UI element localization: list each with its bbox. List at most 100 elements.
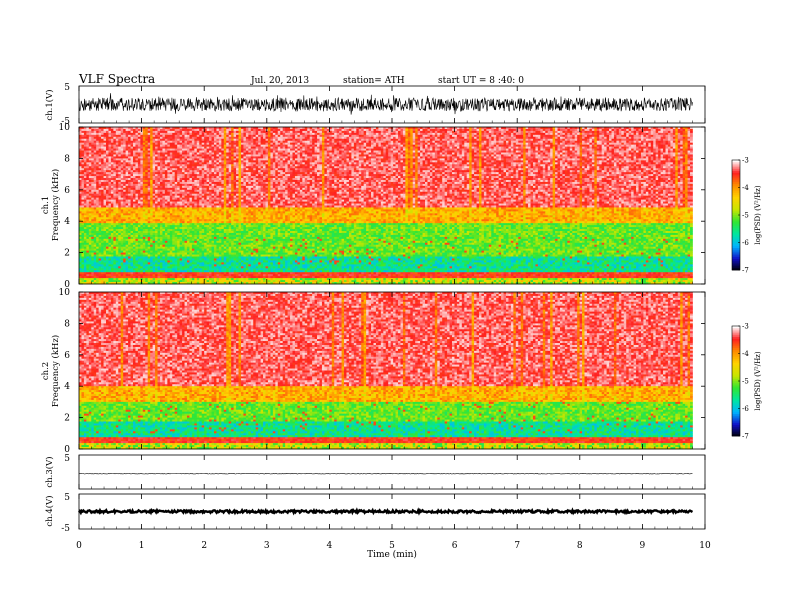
spectrogram-cell <box>167 129 170 131</box>
spectrogram-cell <box>231 129 234 131</box>
spectrogram-cell <box>189 129 192 131</box>
spectrogram-cell <box>170 129 173 131</box>
spectrogram-cell <box>180 129 183 131</box>
spectrogram-cell <box>592 129 595 131</box>
spectrogram-cell <box>420 129 423 131</box>
spectrogram-cell <box>513 129 516 131</box>
spectrogram-cell <box>91 129 94 131</box>
spectrogram-cell <box>337 129 340 131</box>
spectrogram-cell <box>685 129 688 131</box>
start-time-label: start UT = 8 :40: 0 <box>438 76 524 86</box>
spectrogram-cell <box>464 129 467 131</box>
spectrogram-cell <box>322 129 325 131</box>
spectrogram-cell <box>653 129 656 131</box>
spectrogram-cell <box>342 129 345 131</box>
spectrogram-cell <box>688 129 691 131</box>
spectrogram-cell <box>104 129 107 131</box>
spectrogram-cell <box>508 129 511 131</box>
spectrogram-cell <box>283 129 286 131</box>
spectrogram-cell <box>638 129 641 131</box>
spectrogram-cell <box>472 129 475 131</box>
ch1-spectrogram-cells <box>79 127 693 284</box>
spectrogram-cell <box>270 129 273 131</box>
spectrogram-cell <box>94 129 97 131</box>
spectrogram-cell <box>192 129 195 131</box>
spectrogram-cell <box>356 129 359 131</box>
spectrogram-cell <box>521 129 524 131</box>
spectrogram-cell <box>494 129 497 131</box>
spectrogram-cell <box>344 129 347 131</box>
spectrogram-cell <box>113 129 116 131</box>
spectrogram-cell <box>614 129 617 131</box>
spectrogram-cell <box>445 129 448 131</box>
spectrogram-cell <box>663 129 666 131</box>
spectrogram-cell <box>310 129 313 131</box>
spectrogram-cell <box>378 129 381 131</box>
spectrogram-cell <box>175 129 178 131</box>
spectrogram-cell <box>297 129 300 131</box>
spectrogram-cell <box>234 129 237 131</box>
spectrogram-cell <box>410 129 413 131</box>
spectrogram-cell <box>533 129 536 131</box>
spectrogram-cell <box>413 129 416 131</box>
spectrogram-cell <box>339 129 342 131</box>
spectrogram-cell <box>138 129 141 131</box>
spectrogram-cell <box>295 129 298 131</box>
spectrogram-cell <box>185 129 188 131</box>
spectrogram-cell <box>609 129 612 131</box>
ch1-waveform-trace <box>79 93 693 114</box>
spectrogram-cell <box>462 129 465 131</box>
spectrogram-cell <box>216 129 219 131</box>
spectrogram-cell <box>111 129 114 131</box>
spectrogram-cell <box>354 129 357 131</box>
spectrogram-cell <box>661 129 664 131</box>
spectrogram-cell <box>634 129 637 131</box>
spectrogram-cell <box>415 129 418 131</box>
ch1-ytick-top: 5 <box>64 83 70 93</box>
spectrogram-cell <box>165 129 168 131</box>
spectrogram-cell <box>496 129 499 131</box>
spectrogram-cell <box>221 129 224 131</box>
spectrogram-cell <box>683 129 686 131</box>
spectrogram-cell <box>612 129 615 131</box>
spectrogram-cell <box>418 129 421 131</box>
spectrogram-cell <box>658 129 661 131</box>
spectrogram-cell <box>386 129 389 131</box>
spectrogram-cell <box>361 129 364 131</box>
spectrogram-cell <box>528 129 531 131</box>
spectrogram-cell <box>96 129 99 131</box>
spectrogram-cell <box>430 129 433 131</box>
spectrogram-cell <box>680 129 683 131</box>
spectrogram-cell <box>690 129 693 131</box>
spectrogram-cell <box>405 129 408 131</box>
spectrogram-cell <box>565 129 568 131</box>
spectrogram-cell <box>457 129 460 131</box>
spectrogram-cell <box>489 129 492 131</box>
spectrogram-cell <box>219 129 222 131</box>
spectrogram-cell <box>376 129 379 131</box>
spectrogram-cell <box>177 129 180 131</box>
spectrogram-cell <box>486 129 489 131</box>
spectrogram-cell <box>187 129 190 131</box>
spectrogram-cell <box>312 129 315 131</box>
spectrogram-cell <box>572 129 575 131</box>
spectrogram-cell <box>300 129 303 131</box>
spectrogram-cell <box>531 129 534 131</box>
spectrogram-cell <box>594 129 597 131</box>
spectrogram-cell <box>182 129 185 131</box>
spectrogram-cell <box>273 129 276 131</box>
spectrogram-cell <box>381 129 384 131</box>
spectrogram-cell <box>555 129 558 131</box>
spectrogram-cell <box>275 129 278 131</box>
spectrogram-cell <box>369 129 372 131</box>
spectrogram-cell <box>535 129 538 131</box>
spectrogram-cell <box>285 129 288 131</box>
spectrogram-cell <box>307 129 310 131</box>
spectrogram-cell <box>121 129 124 131</box>
spectrogram-cell <box>150 129 153 131</box>
spectrogram-cell <box>619 129 622 131</box>
spectrogram-cell <box>84 129 87 131</box>
spectrogram-cell <box>99 129 102 131</box>
spectrogram-cell <box>567 129 570 131</box>
